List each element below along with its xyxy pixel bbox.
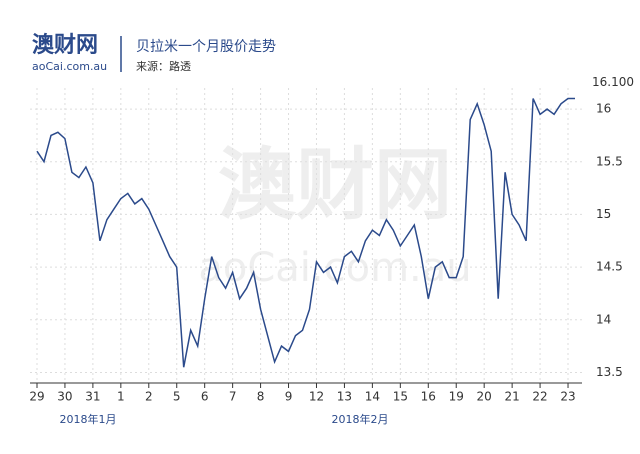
x-tick-label: 1 <box>117 390 125 404</box>
x-tick-label: 21 <box>504 390 519 404</box>
x-tick-label: 9 <box>285 390 293 404</box>
month-label: 2018年2月 <box>332 412 389 426</box>
y-tick-label: 15 <box>596 207 611 221</box>
y-tick-label: 14.5 <box>596 260 623 274</box>
y-tick-label: 14 <box>596 312 611 326</box>
month-label: 2018年1月 <box>60 412 117 426</box>
y-tick-label: 13.5 <box>596 365 623 379</box>
watermark: 澳财网 <box>218 140 452 230</box>
x-tick-label: 14 <box>365 390 380 404</box>
watermark-sub: aoCai.com.au <box>198 245 471 291</box>
y-tick-label: 15.5 <box>596 154 623 168</box>
x-tick-label: 2 <box>145 390 153 404</box>
last-value-label: 16.100 <box>592 75 634 89</box>
x-tick-label: 22 <box>532 390 547 404</box>
chart-subtitle: 来源：路透 <box>136 59 191 73</box>
x-tick-label: 20 <box>477 390 492 404</box>
x-tick-label: 29 <box>29 390 44 404</box>
x-tick-label: 8 <box>257 390 265 404</box>
price-line <box>36 97 575 368</box>
x-tick-label: 6 <box>201 390 209 404</box>
x-tick-label: 23 <box>560 390 575 404</box>
x-tick-label: 12 <box>309 390 324 404</box>
logo-sub: aoCai.com.au <box>32 60 107 73</box>
chart-title: 贝拉米一个月股价走势 <box>136 39 276 55</box>
x-tick-label: 31 <box>85 390 100 404</box>
x-tick-label: 16 <box>421 390 436 404</box>
x-tick-label: 19 <box>449 390 464 404</box>
x-tick-label: 7 <box>229 390 237 404</box>
x-tick-label: 30 <box>57 390 72 404</box>
y-tick-label: 16 <box>596 102 611 116</box>
x-tick-label: 13 <box>337 390 352 404</box>
logo: 澳财网 <box>32 32 98 58</box>
x-tick-label: 15 <box>393 390 408 404</box>
x-tick-label: 5 <box>173 390 181 404</box>
